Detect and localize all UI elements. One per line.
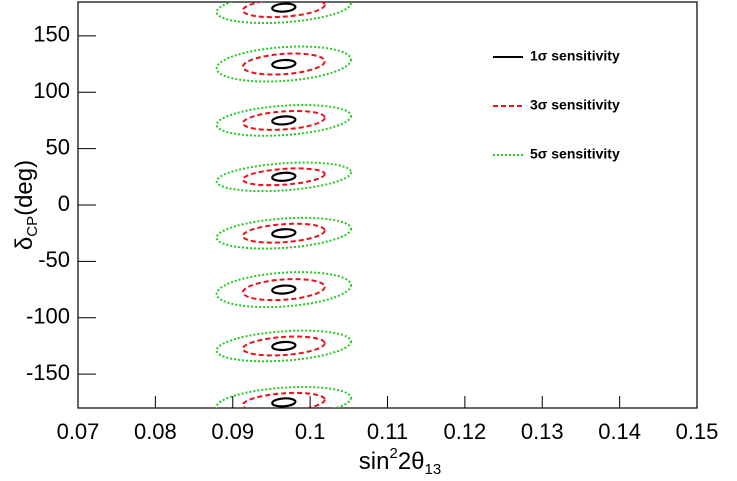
- y-label-part: δ: [11, 237, 38, 250]
- x-tick-label: 0.09: [211, 419, 254, 444]
- contour-ellipse: [215, 386, 352, 408]
- x-tick-label: 0.11: [367, 419, 408, 444]
- contour-ellipse: [241, 391, 326, 408]
- x-tick-label: 0.07: [57, 419, 100, 444]
- contour-ellipse: [271, 58, 297, 70]
- contour-ellipse: [271, 115, 297, 126]
- y-tick-label: -150: [26, 360, 70, 385]
- x-label-part: 2θ: [398, 448, 425, 475]
- x-tick-label: 0.08: [134, 419, 177, 444]
- legend-label: 1σ sensitivity: [530, 48, 620, 64]
- contour-ellipse: [241, 222, 326, 244]
- y-tick-label: 0: [58, 191, 70, 216]
- y-tick-label: 100: [33, 78, 70, 103]
- x-tick-label: 0.13: [521, 419, 564, 444]
- contour-ellipse: [241, 2, 326, 19]
- y-tick-label: 150: [33, 22, 70, 47]
- legend-label: 5σ sensitivity: [530, 146, 620, 162]
- x-label-sup: 2: [389, 445, 397, 462]
- x-label-part: sin: [359, 448, 390, 475]
- contour-ellipse: [215, 329, 352, 363]
- y-tick-label: -100: [26, 304, 70, 329]
- x-tick-label: 0.1: [295, 419, 326, 444]
- contour-ellipse: [241, 335, 326, 357]
- legend-label: 3σ sensitivity: [530, 97, 620, 113]
- contour-ellipse: [215, 271, 352, 309]
- contour-ellipse: [241, 52, 326, 76]
- x-axis-label: sin22θ13: [359, 445, 441, 478]
- contour-ellipse: [271, 284, 297, 295]
- y-axis-label: δCP(deg): [11, 160, 41, 250]
- x-label-sub: 13: [425, 461, 442, 478]
- contour-ellipse: [271, 2, 297, 13]
- y-label-sub: CP: [24, 216, 41, 237]
- contour-ellipse: [215, 104, 352, 137]
- x-tick-label: 0.15: [676, 419, 719, 444]
- contour-ellipse: [215, 2, 352, 24]
- y-label-part: (deg): [11, 160, 38, 216]
- contour-ellipse: [241, 278, 326, 302]
- contour-ellipse: [271, 171, 297, 182]
- contours: [215, 2, 352, 408]
- contour-ellipse: [215, 161, 352, 193]
- y-tick-label: 50: [46, 134, 70, 159]
- contour-ellipse: [271, 397, 297, 408]
- contour-ellipse: [241, 109, 326, 131]
- contour-ellipse: [271, 340, 297, 352]
- x-tick-label: 0.12: [443, 419, 486, 444]
- y-tick-label: -50: [38, 247, 70, 272]
- contour-ellipse: [271, 228, 297, 239]
- contour-ellipse: [241, 167, 326, 187]
- contour-ellipse: [215, 45, 352, 83]
- contour-ellipse: [215, 216, 352, 250]
- x-tick-label: 0.14: [598, 419, 641, 444]
